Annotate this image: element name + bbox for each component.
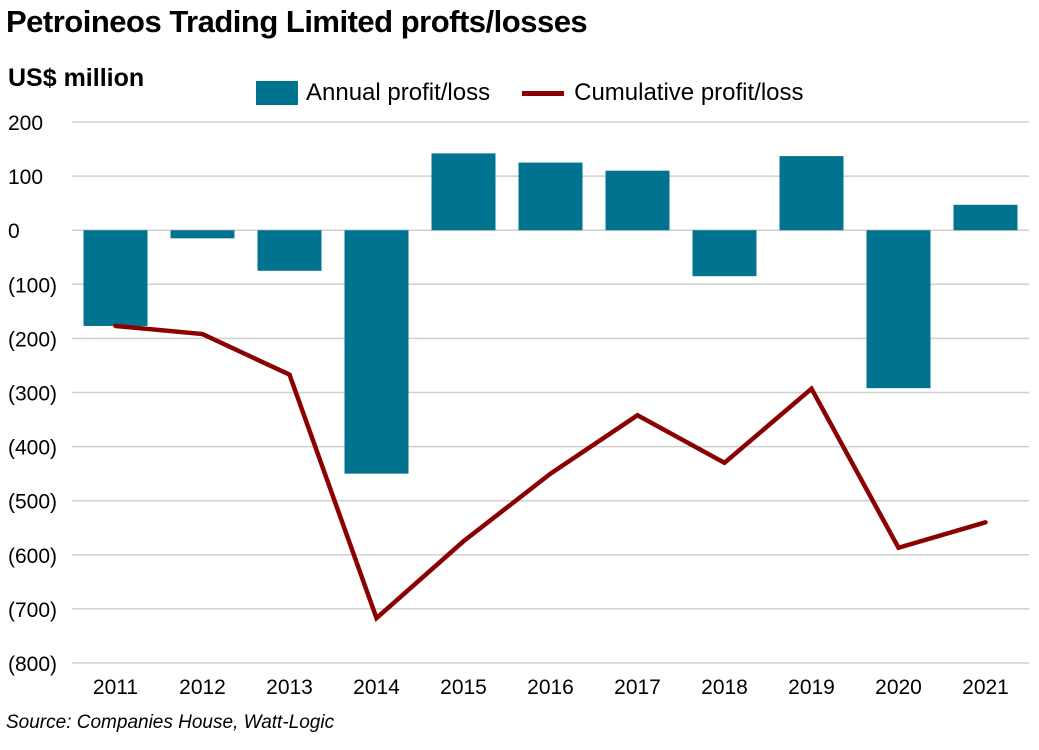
bar-2017 bbox=[605, 170, 670, 231]
y-tick-label: (100) bbox=[8, 274, 57, 297]
y-tick-label: (600) bbox=[8, 545, 57, 568]
bar-2021 bbox=[953, 204, 1018, 231]
y-tick-label: (500) bbox=[8, 491, 57, 514]
y-tick-label: 100 bbox=[8, 166, 43, 189]
x-tick-label-2021: 2021 bbox=[962, 676, 1009, 699]
x-tick-label-2020: 2020 bbox=[875, 676, 922, 699]
cumulative-line bbox=[113, 323, 988, 622]
x-tick-label-2018: 2018 bbox=[701, 676, 748, 699]
bar-2012 bbox=[170, 230, 235, 239]
bars bbox=[83, 153, 1018, 474]
y-tick-label: (200) bbox=[8, 328, 57, 351]
legend-swatch-annual bbox=[256, 81, 298, 105]
y-axis-label: US$ million bbox=[8, 64, 145, 92]
bar-2015 bbox=[431, 153, 496, 231]
legend-label-annual: Annual profit/loss bbox=[306, 79, 491, 106]
legend-item-annual: Annual profit/loss bbox=[256, 79, 490, 107]
y-tick-label: (800) bbox=[8, 653, 57, 676]
y-tick-labels: 200 100 0 (100) (200) (300) (400) (500) (600) (70… bbox=[8, 112, 57, 676]
legend: Annual profit/loss Cumulative profit/los… bbox=[256, 78, 836, 108]
legend-item-cumulative: Cumulative profit/loss bbox=[522, 79, 804, 107]
x-tick-label-2015: 2015 bbox=[440, 676, 487, 699]
bar-2011 bbox=[83, 230, 148, 326]
x-tick-label-2011: 2011 bbox=[93, 676, 138, 699]
x-tick-label-2013: 2013 bbox=[266, 676, 313, 699]
x-tick-label-2017: 2017 bbox=[614, 676, 661, 699]
source-note: Source: Companies House, Watt-Logic bbox=[6, 712, 335, 733]
y-tick-label: (300) bbox=[8, 383, 57, 406]
legend-swatch-cumulative bbox=[522, 90, 565, 96]
x-tick-label-2019: 2019 bbox=[788, 676, 835, 699]
chart-title: Petroineos Trading Limited profts/losses bbox=[6, 4, 588, 39]
cumulative-line-group bbox=[113, 323, 988, 622]
bar-2016 bbox=[518, 162, 583, 231]
bar-2019 bbox=[779, 156, 844, 231]
legend-label-cumulative: Cumulative profit/loss bbox=[574, 79, 804, 106]
bar-2020 bbox=[866, 230, 931, 389]
bar-2018 bbox=[692, 230, 757, 277]
y-tick-label: (400) bbox=[8, 437, 57, 460]
y-tick-label: (700) bbox=[8, 599, 57, 622]
y-tick-label: 0 bbox=[8, 220, 20, 243]
x-tick-label-2014: 2014 bbox=[353, 676, 400, 699]
bar-2014 bbox=[344, 230, 409, 474]
x-tick-label-2016: 2016 bbox=[527, 676, 574, 699]
bar-2013 bbox=[257, 230, 322, 271]
y-tick-label: 200 bbox=[8, 112, 43, 135]
x-tick-label-2012: 2012 bbox=[179, 676, 226, 699]
x-tick-labels: 2011 2012 2013 2014 2015 2016 2017 2018 2019 2020… bbox=[93, 676, 1009, 699]
